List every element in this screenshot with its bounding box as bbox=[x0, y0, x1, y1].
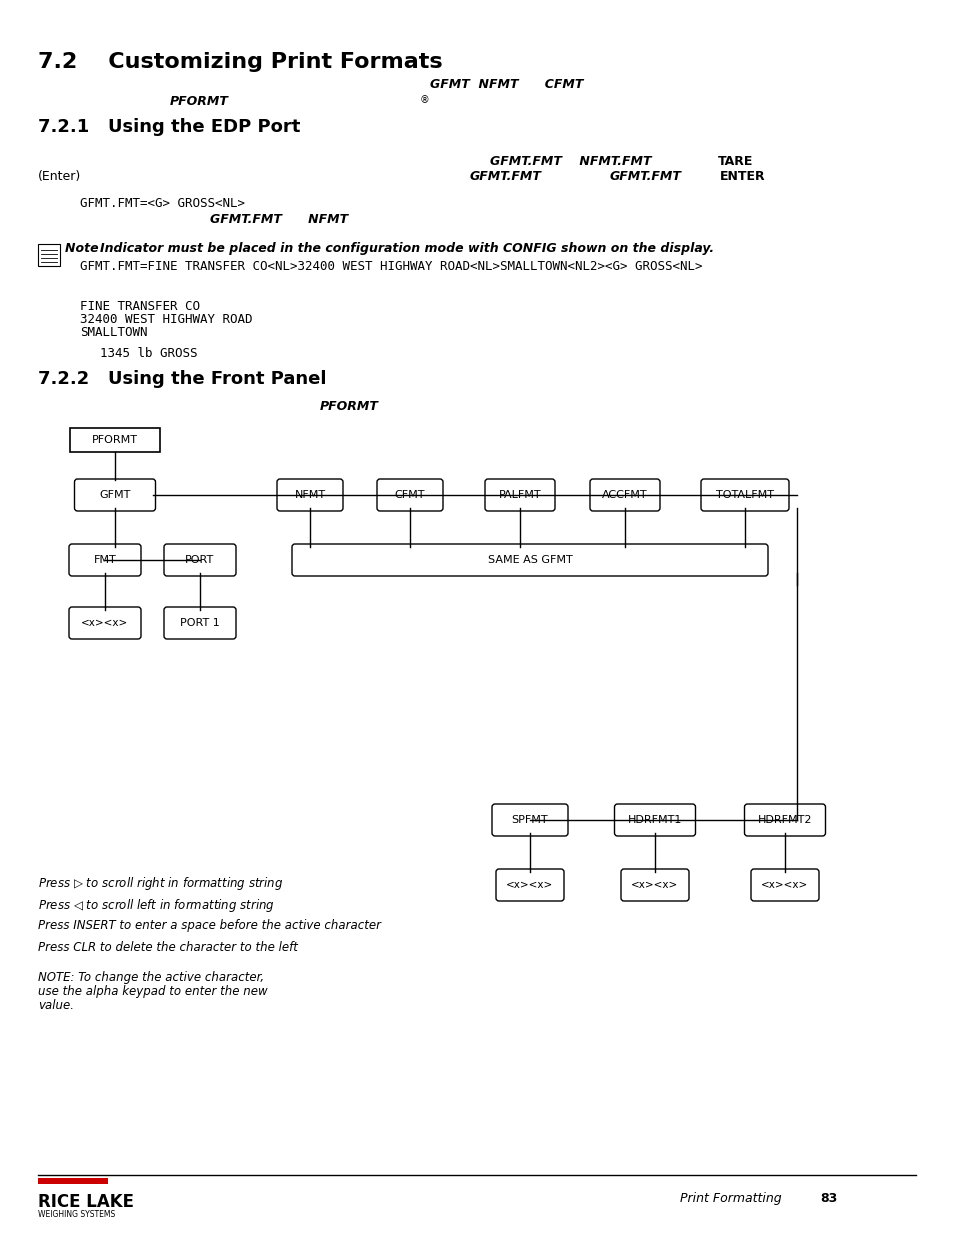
Text: GFMT.FMT    NFMT.FMT: GFMT.FMT NFMT.FMT bbox=[490, 156, 651, 168]
Text: PORT: PORT bbox=[185, 555, 214, 564]
Text: Print Formatting: Print Formatting bbox=[679, 1192, 781, 1205]
Text: GFMT.FMT      NFMT: GFMT.FMT NFMT bbox=[210, 212, 348, 226]
Text: 32400 WEST HIGHWAY ROAD: 32400 WEST HIGHWAY ROAD bbox=[80, 312, 253, 326]
Text: SPFMT: SPFMT bbox=[511, 815, 548, 825]
Text: SAME AS GFMT: SAME AS GFMT bbox=[487, 555, 572, 564]
FancyBboxPatch shape bbox=[700, 479, 788, 511]
FancyBboxPatch shape bbox=[492, 804, 567, 836]
Text: PFORMT: PFORMT bbox=[319, 400, 378, 412]
Text: PFORMT: PFORMT bbox=[91, 435, 138, 445]
Text: Indicator must be placed in the configuration mode with CONFIG shown on the disp: Indicator must be placed in the configur… bbox=[100, 242, 714, 254]
Text: 7.2.2   Using the Front Panel: 7.2.2 Using the Front Panel bbox=[38, 370, 326, 388]
Text: PALFMT: PALFMT bbox=[498, 490, 540, 500]
Text: 1345 lb GROSS: 1345 lb GROSS bbox=[100, 347, 197, 359]
Text: <x><x>: <x><x> bbox=[81, 618, 129, 629]
Text: value.: value. bbox=[38, 999, 74, 1011]
FancyBboxPatch shape bbox=[69, 543, 141, 576]
FancyBboxPatch shape bbox=[743, 804, 824, 836]
Text: GFMT  NFMT      CFMT: GFMT NFMT CFMT bbox=[430, 78, 583, 91]
Text: SMALLTOWN: SMALLTOWN bbox=[80, 326, 148, 338]
FancyBboxPatch shape bbox=[614, 804, 695, 836]
Text: GFMT.FMT: GFMT.FMT bbox=[470, 170, 541, 183]
Text: RICE LAKE: RICE LAKE bbox=[38, 1193, 133, 1212]
Text: ENTER: ENTER bbox=[720, 170, 765, 183]
Text: (Enter): (Enter) bbox=[38, 170, 81, 183]
FancyBboxPatch shape bbox=[74, 479, 155, 511]
Text: TARE: TARE bbox=[718, 156, 753, 168]
Text: use the alpha keypad to enter the new: use the alpha keypad to enter the new bbox=[38, 986, 268, 998]
FancyBboxPatch shape bbox=[589, 479, 659, 511]
Text: 7.2    Customizing Print Formats: 7.2 Customizing Print Formats bbox=[38, 52, 442, 72]
Text: Note: Note bbox=[65, 242, 108, 254]
Text: CFMT: CFMT bbox=[395, 490, 425, 500]
Text: FINE TRANSFER CO: FINE TRANSFER CO bbox=[80, 300, 200, 312]
Text: HDRFMT1: HDRFMT1 bbox=[627, 815, 681, 825]
FancyBboxPatch shape bbox=[164, 606, 235, 638]
Text: 83: 83 bbox=[820, 1192, 837, 1205]
Text: <x><x>: <x><x> bbox=[631, 881, 678, 890]
Text: GFMT: GFMT bbox=[99, 490, 131, 500]
FancyBboxPatch shape bbox=[69, 606, 141, 638]
Text: HDRFMT2: HDRFMT2 bbox=[757, 815, 811, 825]
FancyBboxPatch shape bbox=[70, 429, 160, 452]
FancyBboxPatch shape bbox=[38, 1178, 108, 1184]
Text: <x><x>: <x><x> bbox=[760, 881, 808, 890]
FancyBboxPatch shape bbox=[276, 479, 343, 511]
Text: GFMT.FMT=<G> GROSS<NL>: GFMT.FMT=<G> GROSS<NL> bbox=[80, 198, 245, 210]
Text: PORT 1: PORT 1 bbox=[180, 618, 219, 629]
Text: NFMT: NFMT bbox=[294, 490, 325, 500]
FancyBboxPatch shape bbox=[750, 869, 818, 902]
Text: FMT: FMT bbox=[93, 555, 116, 564]
Text: ACCFMT: ACCFMT bbox=[601, 490, 647, 500]
FancyBboxPatch shape bbox=[164, 543, 235, 576]
Text: WEIGHING SYSTEMS: WEIGHING SYSTEMS bbox=[38, 1210, 115, 1219]
FancyBboxPatch shape bbox=[496, 869, 563, 902]
Text: <x><x>: <x><x> bbox=[506, 881, 553, 890]
Text: TOTALFMT: TOTALFMT bbox=[716, 490, 773, 500]
Text: GFMT.FMT: GFMT.FMT bbox=[609, 170, 681, 183]
Text: Press CLR to delete the character to the left: Press CLR to delete the character to the… bbox=[38, 941, 297, 953]
Text: Press $\triangleleft$ to scroll left in formatting string: Press $\triangleleft$ to scroll left in … bbox=[38, 897, 274, 914]
Text: Press $\triangleright$ to scroll right in formatting string: Press $\triangleright$ to scroll right i… bbox=[38, 876, 283, 892]
FancyBboxPatch shape bbox=[376, 479, 442, 511]
Text: GFMT.FMT=FINE TRANSFER CO<NL>32400 WEST HIGHWAY ROAD<NL>SMALLTOWN<NL2><G> GROSS<: GFMT.FMT=FINE TRANSFER CO<NL>32400 WEST … bbox=[80, 261, 701, 273]
Text: NOTE: To change the active character,: NOTE: To change the active character, bbox=[38, 971, 264, 984]
FancyBboxPatch shape bbox=[484, 479, 555, 511]
Text: Press INSERT to enter a space before the active character: Press INSERT to enter a space before the… bbox=[38, 919, 380, 932]
Text: PFORMT: PFORMT bbox=[170, 95, 229, 107]
FancyBboxPatch shape bbox=[38, 245, 60, 266]
Text: 7.2.1   Using the EDP Port: 7.2.1 Using the EDP Port bbox=[38, 119, 300, 136]
FancyBboxPatch shape bbox=[620, 869, 688, 902]
FancyBboxPatch shape bbox=[292, 543, 767, 576]
Text: ®: ® bbox=[419, 95, 429, 105]
